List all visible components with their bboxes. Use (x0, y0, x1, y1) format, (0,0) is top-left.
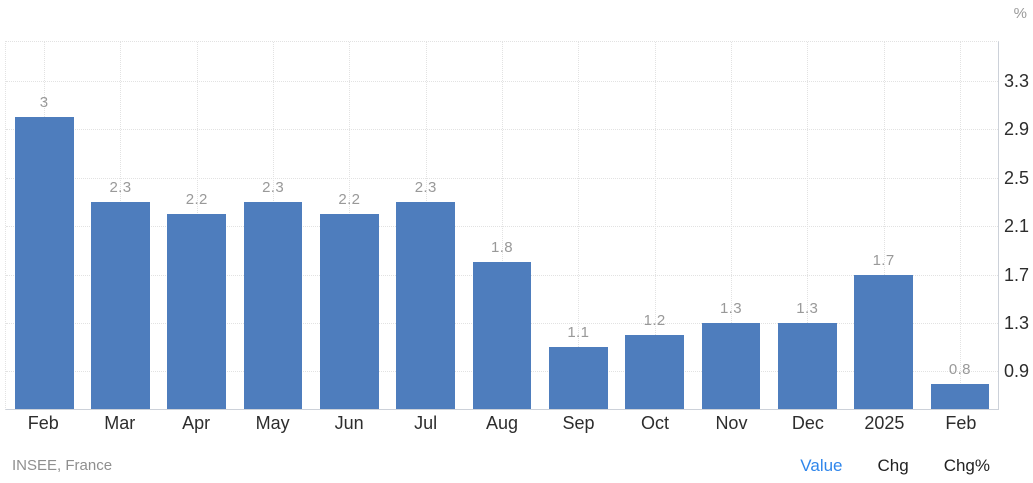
bar-column: 1.1 (540, 42, 616, 409)
bar-column: 1.7 (845, 42, 921, 409)
bar-value-label: 2.2 (338, 191, 361, 208)
chg-tab[interactable]: Chg (877, 456, 909, 475)
footer-links: Value Chg Chg% (800, 456, 990, 476)
bar[interactable] (167, 214, 227, 409)
plot-area: 3 2.3 2.2 2.3 2.2 2.3 1.8 1.1 1.2 1.3 1.3 1.7 0.8 (5, 41, 999, 410)
bar-column: 1.3 (693, 42, 769, 409)
y-axis-label: 2.1 (1003, 216, 1029, 237)
bar-value-label: 0.8 (948, 361, 971, 378)
x-axis-label: Mar (104, 413, 136, 433)
bars-layer: 3 2.3 2.2 2.3 2.2 2.3 1.8 1.1 1.2 1.3 1.3 1.7 0.8 (6, 42, 998, 409)
chgpct-tab[interactable]: Chg% (943, 456, 990, 475)
y-axis-label: 2.9 (1003, 119, 1029, 140)
bar[interactable] (320, 214, 379, 409)
x-axis-label: Dec (791, 413, 824, 433)
x-axis-label: Aug (486, 413, 519, 433)
x-axis-label: Sep (562, 413, 595, 433)
source-attribution: INSEE, France (12, 457, 113, 474)
bar-column: 2.3 (388, 42, 464, 409)
bar-column: 2.2 (159, 42, 235, 409)
v-gridline (502, 42, 503, 409)
bar[interactable] (625, 335, 685, 409)
bar-value-label: 1.3 (719, 300, 742, 317)
bar[interactable] (854, 275, 913, 409)
y-axis-labels: 0.9 1.3 1.7 2.1 2.5 2.9 3.3 (1000, 41, 1030, 410)
x-axis-label: 2025 (864, 413, 905, 433)
x-axis-label: Apr (182, 413, 211, 433)
x-axis-label: Oct (640, 413, 669, 433)
bar-column: 3 (6, 42, 82, 409)
y-axis-label: 0.9 (1003, 361, 1029, 382)
bar[interactable] (14, 117, 74, 409)
x-axis-label: Feb (27, 413, 59, 433)
bar-value-label: 1.2 (643, 312, 666, 329)
y-axis-label: 1.3 (1003, 313, 1029, 333)
x-axis-label: May (255, 413, 290, 433)
x-axis-label: Jun (334, 413, 364, 433)
y-axis-label: 3.3 (1003, 70, 1029, 91)
v-gridline (959, 42, 961, 409)
v-gridline (654, 42, 656, 409)
bar-column: 0.8 (922, 42, 998, 409)
v-gridline (730, 42, 732, 409)
bar-value-label: 1.7 (872, 252, 895, 269)
value-tab[interactable]: Value (800, 456, 843, 475)
bar[interactable] (777, 323, 837, 409)
bar[interactable] (930, 384, 990, 409)
bar-value-label: 2.2 (185, 191, 208, 208)
y-axis-unit-label: % (1013, 5, 1027, 22)
bar-column: 1.2 (617, 42, 693, 409)
bar-column: 2.3 (235, 42, 311, 409)
bar-value-label: 1.1 (567, 324, 590, 341)
x-axis-label: Feb (945, 413, 977, 433)
bar-value-label: 1.3 (796, 300, 819, 317)
bar[interactable] (701, 323, 761, 409)
bar-value-label: 2.3 (414, 179, 437, 196)
bar-value-label: 3 (39, 94, 49, 111)
bar[interactable] (91, 202, 150, 409)
y-axis-label: 1.7 (1003, 264, 1029, 285)
y-axis-label: 2.5 (1003, 167, 1029, 188)
bar[interactable] (472, 262, 532, 409)
x-axis-labels: Feb Mar Apr May Jun Jul Aug Sep Oct Nov Dec 2025 Feb (5, 413, 999, 434)
bar-value-label: 1.8 (491, 239, 514, 256)
bar[interactable] (548, 347, 608, 409)
v-gridline (883, 42, 885, 409)
x-axis-label: Nov (715, 413, 748, 433)
x-axis-label: Jul (414, 413, 438, 433)
v-gridline (578, 42, 580, 409)
bar-column: 2.3 (82, 42, 158, 409)
bar-column: 1.8 (464, 42, 540, 409)
bar-value-label: 2.3 (109, 179, 132, 196)
bar[interactable] (243, 202, 303, 409)
bar-value-label: 2.3 (262, 179, 285, 196)
v-gridline (807, 42, 809, 409)
bar[interactable] (396, 202, 456, 409)
bar-column: 2.2 (311, 42, 387, 409)
bar-column: 1.3 (769, 42, 845, 409)
